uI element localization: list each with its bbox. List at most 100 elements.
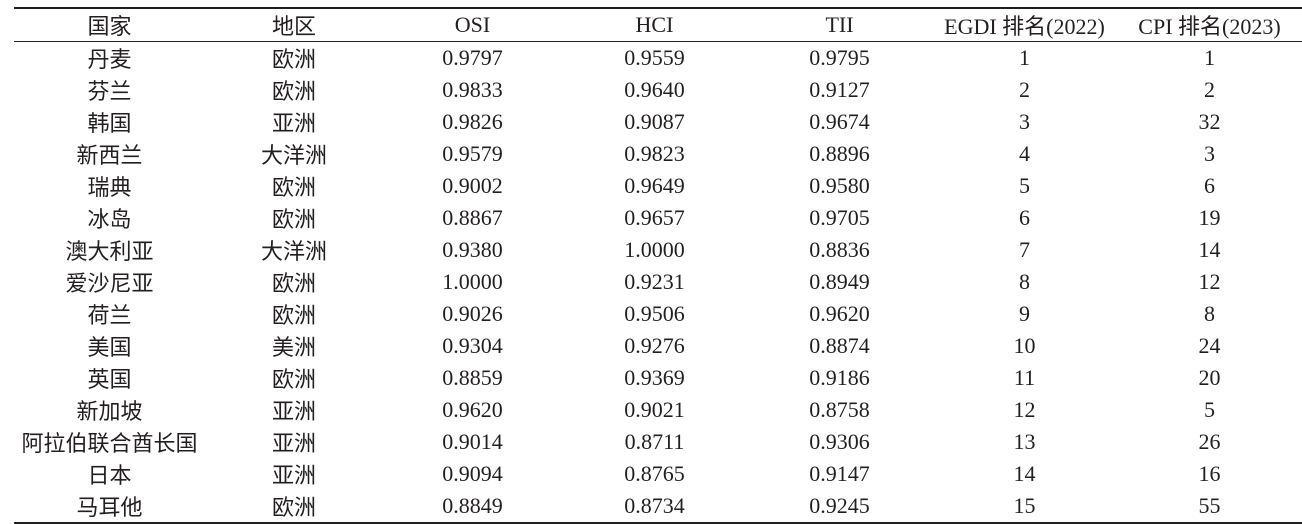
table-cell: 0.8836 — [809, 237, 870, 262]
table-row: 韩国 亚洲 0.9826 0.9087 0.9674 3 32 — [14, 106, 1302, 138]
table-cell: 8 — [1204, 301, 1215, 326]
table-cell: 0.9797 — [442, 45, 503, 70]
column-header: TII — [825, 12, 854, 37]
table-cell: 欧洲 — [271, 367, 316, 392]
column-header: 国家 — [87, 14, 132, 39]
table-cell: 欧洲 — [271, 495, 316, 520]
table-row: 马耳他 欧洲 0.8849 0.8734 0.9245 15 55 — [14, 490, 1302, 523]
column-header: CPI 排名(2023) — [1138, 14, 1281, 39]
table-cell: 0.9002 — [442, 173, 503, 198]
table-cell: 0.9580 — [809, 173, 870, 198]
table-cell: 7 — [1019, 237, 1030, 262]
table-cell: 4 — [1019, 141, 1030, 166]
table-cell: 冰岛 — [87, 207, 132, 232]
table-cell: 0.9147 — [809, 461, 870, 486]
table-cell: 6 — [1204, 173, 1215, 198]
table-cell: 0.9014 — [442, 429, 503, 454]
table-cell: 丹麦 — [87, 47, 132, 72]
table-cell: 12 — [1198, 269, 1221, 294]
column-header: HCI — [635, 12, 674, 37]
table-cell: 3 — [1019, 109, 1030, 134]
header-row: 国家 地区 OSI HCI TII EGDI 排名(2022) CPI 排名(2023) — [14, 8, 1302, 42]
table-cell: 2 — [1204, 77, 1215, 102]
table-cell: 0.9674 — [809, 109, 870, 134]
table-cell: 1.0000 — [624, 237, 685, 262]
table-cell: 0.9506 — [624, 301, 685, 326]
page: 国家 地区 OSI HCI TII EGDI 排名(2022) CPI 排名(2023) 丹… — [14, 8, 1302, 523]
table-cell: 11 — [1013, 365, 1036, 390]
table-row: 爱沙尼亚 欧洲 1.0000 0.9231 0.8949 8 12 — [14, 266, 1302, 298]
table-row: 日本 亚洲 0.9094 0.8765 0.9147 14 16 — [14, 458, 1302, 490]
table-cell: 欧洲 — [271, 303, 316, 328]
table-row: 荷兰 欧洲 0.9026 0.9506 0.9620 9 8 — [14, 298, 1302, 330]
table-cell: 0.9826 — [442, 109, 503, 134]
table-cell: 亚洲 — [271, 399, 316, 424]
table-cell: 5 — [1204, 397, 1215, 422]
table-cell: 0.9306 — [809, 429, 870, 454]
table-cell: 12 — [1013, 397, 1036, 422]
table-cell: 0.9026 — [442, 301, 503, 326]
column-header: OSI — [454, 12, 491, 37]
table-cell: 欧洲 — [271, 207, 316, 232]
table-cell: 0.9620 — [442, 397, 503, 422]
table-row: 英国 欧洲 0.8859 0.9369 0.9186 11 20 — [14, 362, 1302, 394]
table-cell: 0.8859 — [442, 365, 503, 390]
table-cell: 欧洲 — [271, 271, 316, 296]
table-cell: 亚洲 — [271, 463, 316, 488]
table-cell: 大洋洲 — [260, 143, 327, 168]
table-cell: 美国 — [87, 335, 132, 360]
table-cell: 0.9657 — [624, 205, 685, 230]
table-cell: 0.9380 — [442, 237, 503, 262]
table-row: 美国 美洲 0.9304 0.9276 0.8874 10 24 — [14, 330, 1302, 362]
table-cell: 14 — [1013, 461, 1036, 486]
table-cell: 5 — [1019, 173, 1030, 198]
table-cell: 0.9087 — [624, 109, 685, 134]
table-cell: 欧洲 — [271, 175, 316, 200]
table-cell: 1 — [1019, 45, 1030, 70]
table-cell: 0.9579 — [442, 141, 503, 166]
table-cell: 韩国 — [87, 111, 132, 136]
table-cell: 0.8849 — [442, 493, 503, 518]
table-cell: 0.9649 — [624, 173, 685, 198]
table-cell: 0.9186 — [809, 365, 870, 390]
table-cell: 24 — [1198, 333, 1221, 358]
table-cell: 0.8867 — [442, 205, 503, 230]
table-row: 阿拉伯联合酋长国 亚洲 0.9014 0.8711 0.9306 13 26 — [14, 426, 1302, 458]
table-cell: 爱沙尼亚 — [65, 271, 154, 296]
table-cell: 0.8734 — [624, 493, 685, 518]
table-cell: 0.9795 — [809, 45, 870, 70]
table-body: 丹麦 欧洲 0.9797 0.9559 0.9795 1 1 芬兰 欧洲 0.9833 0.9640… — [14, 42, 1302, 523]
table-row: 丹麦 欧洲 0.9797 0.9559 0.9795 1 1 — [14, 42, 1302, 75]
table-cell: 19 — [1198, 205, 1221, 230]
table-cell: 0.9021 — [624, 397, 685, 422]
table-cell: 15 — [1013, 493, 1036, 518]
table-row: 澳大利亚 大洋洲 0.9380 1.0000 0.8836 7 14 — [14, 234, 1302, 266]
table-cell: 0.9304 — [442, 333, 503, 358]
table-cell: 1 — [1204, 45, 1215, 70]
table-cell: 0.9559 — [624, 45, 685, 70]
table-cell: 8 — [1019, 269, 1030, 294]
table-cell: 瑞典 — [87, 175, 132, 200]
table-row: 冰岛 欧洲 0.8867 0.9657 0.9705 6 19 — [14, 202, 1302, 234]
table-cell: 0.9127 — [809, 77, 870, 102]
table-cell: 新加坡 — [76, 399, 143, 424]
column-header: 地区 — [271, 14, 316, 39]
table-cell: 阿拉伯联合酋长国 — [21, 431, 198, 456]
table-cell: 2 — [1019, 77, 1030, 102]
table-cell: 16 — [1198, 461, 1221, 486]
table-row: 新加坡 亚洲 0.9620 0.9021 0.8758 12 5 — [14, 394, 1302, 426]
data-table: 国家 地区 OSI HCI TII EGDI 排名(2022) CPI 排名(2023) 丹… — [14, 7, 1302, 524]
table-cell: 0.9276 — [624, 333, 685, 358]
table-cell: 6 — [1019, 205, 1030, 230]
table-cell: 亚洲 — [271, 111, 316, 136]
table-cell: 14 — [1198, 237, 1221, 262]
table-cell: 澳大利亚 — [65, 239, 154, 264]
table-cell: 1.0000 — [442, 269, 503, 294]
table-cell: 9 — [1019, 301, 1030, 326]
table-cell: 英国 — [87, 367, 132, 392]
table-cell: 0.9705 — [809, 205, 870, 230]
table-cell: 欧洲 — [271, 47, 316, 72]
table-cell: 日本 — [87, 463, 132, 488]
table-head: 国家 地区 OSI HCI TII EGDI 排名(2022) CPI 排名(2023) — [14, 8, 1302, 42]
table-cell: 0.8874 — [809, 333, 870, 358]
